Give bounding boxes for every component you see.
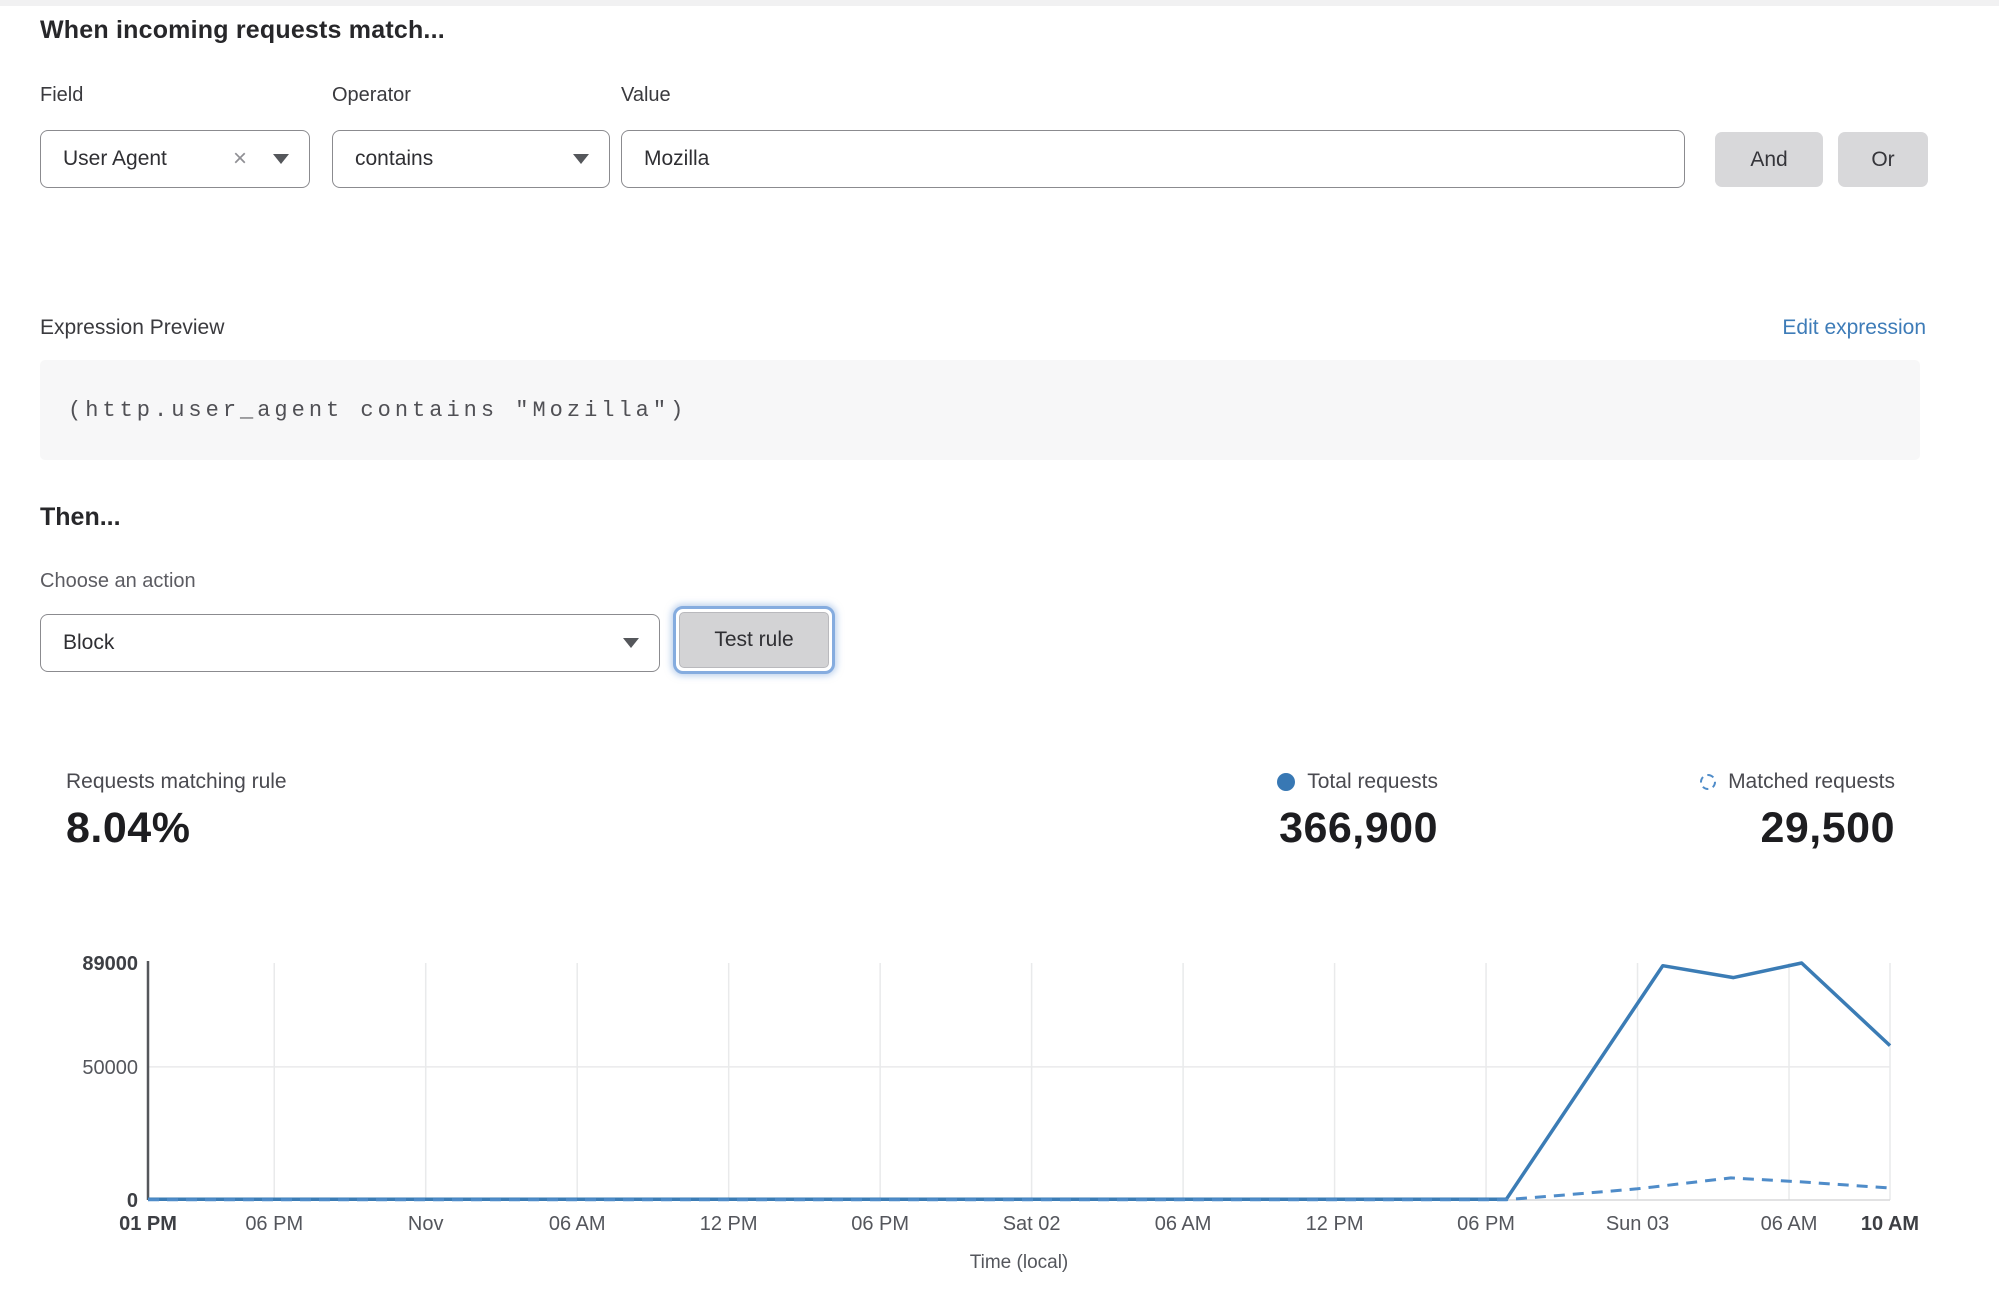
action-select-value: Block [63, 631, 115, 654]
svg-text:Sat 02: Sat 02 [1003, 1213, 1061, 1235]
operator-label: Operator [332, 84, 411, 106]
stat-total-requests: Total requests 366,900 [1277, 769, 1438, 853]
total-requests-label: Total requests [1307, 770, 1438, 793]
action-select[interactable]: Block [40, 614, 660, 672]
matched-requests-label: Matched requests [1728, 770, 1895, 793]
or-button[interactable]: Or [1838, 132, 1928, 187]
svg-text:Nov: Nov [408, 1213, 444, 1235]
top-divider [0, 0, 1999, 6]
stat-matched-requests: Matched requests 29,500 [1700, 769, 1895, 853]
svg-text:12 PM: 12 PM [700, 1213, 758, 1235]
svg-text:06 PM: 06 PM [1457, 1213, 1515, 1235]
operator-select-value: contains [355, 147, 434, 170]
expression-preview-label: Expression Preview [40, 316, 225, 339]
expression-code: (http.user_agent contains "Mozilla") [68, 397, 688, 423]
svg-text:06 PM: 06 PM [851, 1213, 909, 1235]
svg-text:01 PM: 01 PM [119, 1213, 177, 1235]
edit-expression-link[interactable]: Edit expression [1782, 316, 1926, 339]
field-select-value: User Agent [63, 147, 167, 170]
stat-requests-matching: Requests matching rule 8.04% [66, 769, 287, 853]
svg-text:06 PM: 06 PM [245, 1213, 303, 1235]
page-title: When incoming requests match... [40, 16, 445, 44]
total-requests-legend-dot-icon [1277, 773, 1296, 791]
then-heading: Then... [40, 503, 121, 531]
field-select[interactable]: User Agent × [40, 130, 310, 188]
expression-preview-box: (http.user_agent contains "Mozilla") [40, 360, 1920, 460]
matched-requests-value: 29,500 [1760, 804, 1895, 852]
total-requests-value: 366,900 [1279, 804, 1438, 852]
choose-action-label: Choose an action [40, 570, 196, 592]
svg-text:50000: 50000 [82, 1057, 138, 1079]
chevron-down-icon [623, 638, 639, 648]
svg-text:Time (local): Time (local) [970, 1252, 1069, 1273]
and-button[interactable]: And [1715, 132, 1823, 187]
field-label: Field [40, 84, 84, 106]
chevron-down-icon [273, 154, 289, 164]
svg-text:10 AM: 10 AM [1861, 1213, 1919, 1235]
value-input[interactable] [621, 130, 1685, 188]
value-label: Value [621, 84, 671, 106]
chevron-down-icon [573, 154, 589, 164]
svg-text:12 PM: 12 PM [1306, 1213, 1364, 1235]
requests-matching-value: 8.04% [66, 804, 191, 852]
matched-requests-legend-dashed-circle-icon [1700, 774, 1717, 790]
requests-matching-label: Requests matching rule [66, 770, 287, 793]
requests-chart: 89000 50000 001 PM 06 PM Nov 06 AM 12 PM 06 PM S… [82, 953, 1919, 1273]
svg-text:Sun 03: Sun 03 [1606, 1213, 1669, 1235]
test-rule-button[interactable]: Test rule [679, 612, 829, 668]
svg-text:06 AM: 06 AM [1761, 1213, 1818, 1235]
operator-select[interactable]: contains [332, 130, 610, 188]
test-rule-focus-ring: Test rule [673, 606, 835, 674]
svg-text:06 AM: 06 AM [549, 1213, 606, 1235]
svg-text:0: 0 [127, 1190, 138, 1212]
clear-field-icon[interactable]: × [232, 145, 247, 172]
svg-text:06 AM: 06 AM [1155, 1213, 1212, 1235]
svg-text:89000: 89000 [82, 953, 138, 975]
